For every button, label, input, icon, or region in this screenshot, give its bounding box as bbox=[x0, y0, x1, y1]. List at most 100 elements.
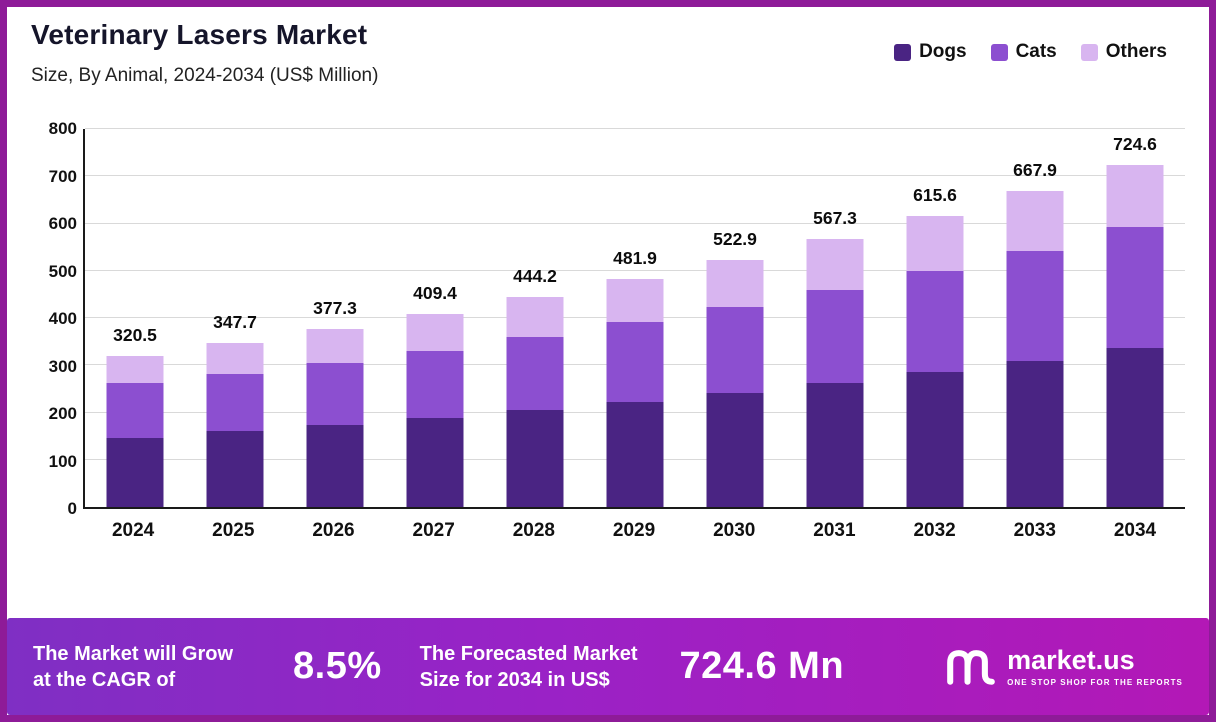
bar-segment-dogs bbox=[906, 372, 964, 507]
bar-segment-dogs bbox=[606, 402, 664, 507]
x-axis: 2024 2025 2026 2027 2028 2029 2030 2031 2032 2033… bbox=[83, 509, 1185, 553]
bar-segment-cats bbox=[1006, 251, 1064, 361]
bar-slot-2030: 522.9 bbox=[685, 129, 785, 508]
bar-segment-others bbox=[506, 297, 564, 337]
gridline bbox=[85, 175, 1185, 177]
stacked-bar bbox=[806, 238, 864, 507]
bar-segment-cats bbox=[1106, 227, 1164, 348]
gridline bbox=[85, 128, 1185, 129]
header: Veterinary Lasers Market Size, By Animal… bbox=[31, 19, 1185, 87]
bar-slot-2026: 377.3 bbox=[285, 129, 385, 507]
chart-section: Veterinary Lasers Market Size, By Animal… bbox=[7, 7, 1209, 618]
brand-tagline: ONE STOP SHOP FOR THE REPORTS bbox=[1007, 677, 1183, 687]
bar-slot-2031: 567.3 bbox=[785, 129, 885, 507]
bar-slot-2029: 481.9 bbox=[585, 129, 685, 507]
bar-slot-2028: 444.2 bbox=[485, 129, 585, 507]
x-tick-label: 2033 bbox=[1013, 520, 1056, 541]
y-tick-label: 800 bbox=[48, 119, 77, 138]
x-tick-label: 2025 bbox=[212, 520, 255, 541]
stacked-bar bbox=[906, 216, 964, 507]
brand-text: market.us ONE STOP SHOP FOR THE REPORTS bbox=[1007, 644, 1183, 687]
legend-label: Dogs bbox=[919, 41, 967, 62]
bar-total-label: 444.2 bbox=[513, 266, 557, 287]
legend-item-others: Others bbox=[1080, 41, 1167, 63]
bar-segment-dogs bbox=[1106, 347, 1164, 507]
y-tick-label: 400 bbox=[48, 309, 77, 328]
bar-segment-cats bbox=[406, 350, 464, 418]
bar-segment-cats bbox=[106, 383, 164, 438]
bar-segment-dogs bbox=[306, 424, 364, 507]
bar-segment-dogs bbox=[406, 417, 464, 507]
chart: 0 100 200 300 400 500 600 700 800 320.5 347.7 377.… bbox=[31, 119, 1185, 553]
legend-label: Cats bbox=[1015, 41, 1057, 62]
brand-name: market.us bbox=[1007, 644, 1135, 675]
bar-total-label: 522.9 bbox=[713, 228, 757, 249]
bar-segment-dogs bbox=[706, 392, 764, 508]
bar-total-label: 377.3 bbox=[313, 297, 357, 318]
bar-segment-cats bbox=[506, 336, 564, 411]
forecast-value: 724.6 Mn bbox=[679, 645, 845, 687]
x-tick-label: 2026 bbox=[312, 520, 355, 541]
bar-segment-others bbox=[406, 313, 464, 351]
bar-segment-cats bbox=[906, 271, 964, 373]
y-tick-label: 700 bbox=[48, 166, 77, 186]
x-tick-label: 2034 bbox=[1113, 520, 1157, 541]
bar-segment-others bbox=[606, 279, 664, 323]
legend-item-dogs: Dogs bbox=[894, 41, 967, 63]
stacked-bar bbox=[606, 279, 664, 507]
page-title: Veterinary Lasers Market bbox=[31, 19, 368, 50]
y-tick-label: 0 bbox=[67, 499, 77, 518]
gridline bbox=[85, 269, 1185, 271]
y-tick-label: 100 bbox=[48, 451, 77, 471]
bar-total-label: 667.9 bbox=[1013, 160, 1057, 181]
bar-segment-others bbox=[1006, 191, 1064, 252]
bar-total-label: 481.9 bbox=[613, 248, 657, 269]
bar-slot-2025: 347.7 bbox=[185, 129, 285, 507]
y-tick-label: 200 bbox=[48, 404, 77, 423]
bar-total-label: 320.5 bbox=[113, 324, 157, 345]
gridline bbox=[85, 222, 1185, 224]
titles: Veterinary Lasers Market Size, By Animal… bbox=[31, 19, 378, 87]
stacked-bar bbox=[206, 342, 264, 507]
y-tick-label: 300 bbox=[48, 356, 77, 376]
legend-swatch bbox=[894, 43, 912, 61]
marketus-logo-icon bbox=[947, 649, 995, 685]
x-tick-label: 2028 bbox=[512, 520, 555, 541]
brand: market.us ONE STOP SHOP FOR THE REPORTS bbox=[945, 645, 1183, 689]
bar-total-label: 409.4 bbox=[413, 282, 457, 303]
stacked-bar bbox=[306, 328, 364, 507]
x-tick-label: 2029 bbox=[612, 520, 656, 541]
bar-segment-cats bbox=[306, 362, 364, 425]
bar-segment-others bbox=[206, 342, 264, 374]
bar-segment-others bbox=[1106, 164, 1164, 228]
bar-segment-others bbox=[706, 259, 764, 307]
bar-total-label: 347.7 bbox=[213, 311, 257, 332]
bar-total-label: 724.6 bbox=[1113, 133, 1157, 154]
bar-segment-cats bbox=[606, 322, 664, 403]
legend-item-cats: Cats bbox=[990, 41, 1057, 63]
stacked-bar bbox=[706, 259, 764, 508]
x-tick-label: 2031 bbox=[813, 520, 856, 541]
bar-slot-2027: 409.4 bbox=[385, 129, 485, 507]
legend: Dogs Cats Others bbox=[894, 41, 1167, 63]
bar-total-label: 615.6 bbox=[913, 185, 957, 206]
stacked-bar bbox=[106, 355, 164, 507]
bar-slot-2032: 615.6 bbox=[885, 129, 985, 507]
legend-swatch bbox=[1080, 43, 1098, 61]
cagr-label: The Market will Grow at the CAGR of bbox=[33, 642, 234, 691]
y-tick-label: 600 bbox=[48, 214, 77, 233]
bar-segment-cats bbox=[706, 306, 764, 393]
bar-segment-others bbox=[306, 328, 364, 363]
y-axis: 0 100 200 300 400 500 600 700 800 bbox=[31, 119, 83, 518]
legend-swatch bbox=[990, 43, 1008, 61]
page-subtitle: Size, By Animal, 2024-2034 (US$ Million) bbox=[31, 65, 379, 86]
bar-slot-2024: 320.5 bbox=[85, 129, 185, 507]
banner: The Market will Grow at the CAGR of 8.5%… bbox=[7, 618, 1209, 715]
stacked-bar bbox=[1006, 191, 1064, 507]
bar-segment-others bbox=[106, 355, 164, 384]
legend-label: Others bbox=[1105, 41, 1167, 62]
bar-segment-dogs bbox=[206, 431, 264, 507]
bar-segment-dogs bbox=[1006, 360, 1064, 507]
bar-segment-dogs bbox=[806, 383, 864, 507]
